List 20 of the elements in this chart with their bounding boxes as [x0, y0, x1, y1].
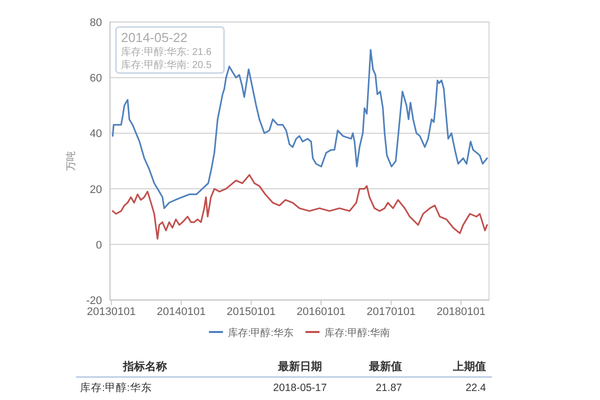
y-tick-label: 60 [90, 72, 102, 85]
y-tick-label: 80 [90, 17, 102, 29]
x-tick-label: 20130101 [86, 306, 136, 318]
x-tick-label: 20180101 [436, 306, 486, 318]
annotation: 库存:甲醇:华东: 21.6 [121, 46, 212, 58]
x-tick-label: 20150101 [226, 306, 276, 318]
annotation: 库存:甲醇:华南: 20.5 [121, 59, 212, 71]
table: 指标名称 最新日期 最新值 上期值 库存:甲醇:华东 2018-05-17 21.87 22.4 [76, 361, 492, 394]
y-tick-label: 0 [96, 239, 102, 252]
annotation: 2014-05-22 [121, 30, 188, 45]
tooltip: 2014-05-22 库存:甲醇:华东: 21.6 库存:甲醇:华南: 20.5 [115, 26, 225, 74]
y-axis-title: 万吨 [65, 151, 77, 171]
legend-label: 库存:甲醇:华东 [228, 327, 294, 339]
y-tick-label: 40 [90, 128, 102, 140]
x-tick-label: 20170101 [366, 306, 416, 318]
y-tick-label: -20 [86, 295, 102, 307]
legend-label: 库存:甲醇:华南 [324, 327, 390, 339]
x-tick-label: 20140101 [156, 306, 206, 318]
y-tick-label: 20 [90, 184, 102, 196]
x-tick-label: 20160101 [296, 306, 346, 318]
